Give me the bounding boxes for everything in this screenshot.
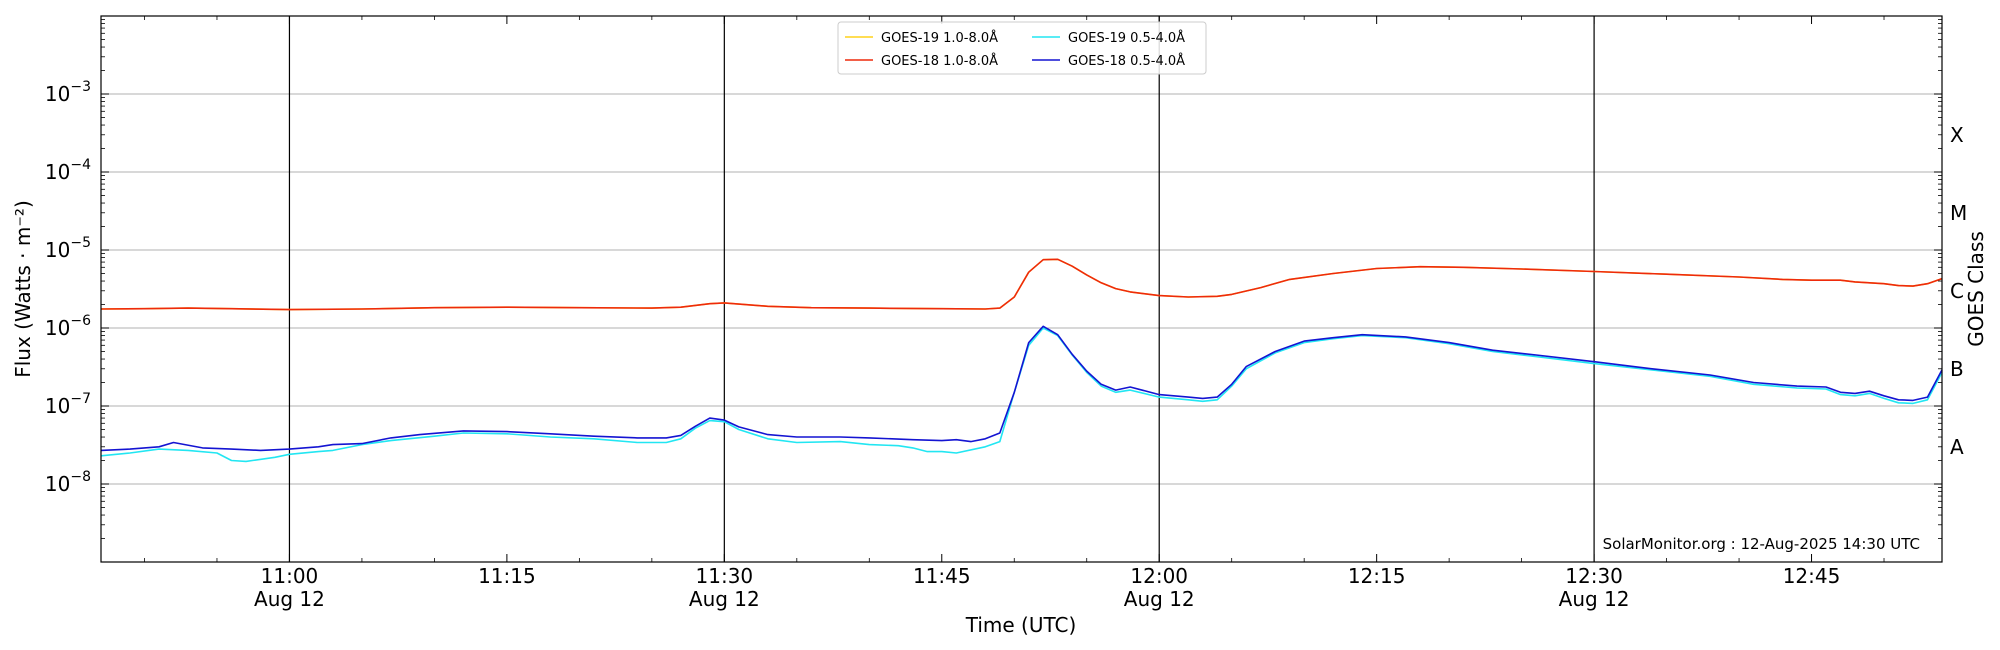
x-tick-label: 11:30	[696, 564, 754, 588]
y-tick-label: 10−3	[45, 79, 91, 106]
y-tick-exponent: −4	[70, 157, 91, 173]
y-tick-exponent: −5	[70, 235, 91, 251]
y-tick-mantissa: 10	[45, 238, 70, 262]
legend-label-2: GOES-19 0.5-4.0Å	[1068, 30, 1185, 46]
y-tick-label: 10−6	[45, 313, 91, 340]
y-tick-mantissa: 10	[45, 394, 70, 418]
x-tick-sublabel: Aug 12	[689, 587, 760, 611]
x-tick-label: 12:30	[1565, 564, 1623, 588]
legend-box	[837, 21, 1207, 75]
vertical-line-layer	[288, 16, 1595, 562]
legend-label-0: GOES-19 1.0-8.0Å	[881, 30, 998, 46]
goes-class-label: X	[1950, 123, 1964, 147]
y-tick-label: 10−4	[45, 157, 91, 184]
goes-class-label: B	[1950, 357, 1964, 381]
x-tick-label: 11:00	[261, 564, 319, 588]
x-tick-sublabel: Aug 12	[254, 587, 325, 611]
x-tick-label: 11:15	[478, 564, 536, 588]
x-tick-label: 12:00	[1130, 564, 1188, 588]
x-tick-label: 12:15	[1348, 564, 1406, 588]
grid-layer	[101, 93, 1942, 485]
x-tick-label: 11:45	[913, 564, 971, 588]
legend-label-1: GOES-18 1.0-8.0Å	[881, 53, 998, 69]
x-tick-sublabel: Aug 12	[1559, 587, 1630, 611]
legend: GOES-19 1.0-8.0Å GOES-18 1.0-8.0Å GOES-19 …	[837, 21, 1207, 75]
y-tick-mantissa: 10	[45, 316, 70, 340]
plot-frame	[100, 15, 1943, 563]
x-tick-label: 12:45	[1783, 564, 1841, 588]
credit-annotation: SolarMonitor.org : 12-Aug-2025 14:30 UTC	[1603, 535, 1920, 553]
x-tick-sublabel: Aug 12	[1124, 587, 1195, 611]
y-tick-mantissa: 10	[45, 160, 70, 184]
y-tick-label: 10−8	[45, 469, 91, 496]
legend-entries: GOES-19 1.0-8.0Å GOES-18 1.0-8.0Å GOES-19 …	[845, 30, 1185, 69]
series-line-3	[100, 325, 1943, 452]
y-tick-label: 10−5	[45, 235, 91, 262]
y-tick-exponent: −6	[70, 313, 91, 329]
series-layer	[100, 258, 1943, 463]
series-line-1	[100, 258, 1943, 311]
y-tick-mantissa: 10	[45, 472, 70, 496]
x-axis-title: Time (UTC)	[965, 613, 1077, 637]
y-axis-title: Flux (Watts · m⁻²)	[11, 200, 35, 378]
goes-class-labels: A B C M X	[1950, 123, 1967, 459]
y-tick-labels: 10−810−710−610−510−410−3	[45, 79, 91, 496]
goes-class-label: C	[1950, 279, 1964, 303]
y2-axis-title: GOES Class	[1964, 231, 1988, 347]
y-tick-label: 10−7	[45, 391, 91, 418]
y-tick-mantissa: 10	[45, 82, 70, 106]
y-tick-exponent: −3	[70, 79, 91, 95]
tick-layer	[101, 16, 1942, 562]
y-tick-exponent: −7	[70, 391, 91, 407]
y-tick-exponent: −8	[70, 469, 91, 485]
legend-label-3: GOES-18 0.5-4.0Å	[1068, 53, 1185, 69]
goes-class-label: M	[1950, 201, 1967, 225]
goes-class-label: A	[1950, 435, 1964, 459]
